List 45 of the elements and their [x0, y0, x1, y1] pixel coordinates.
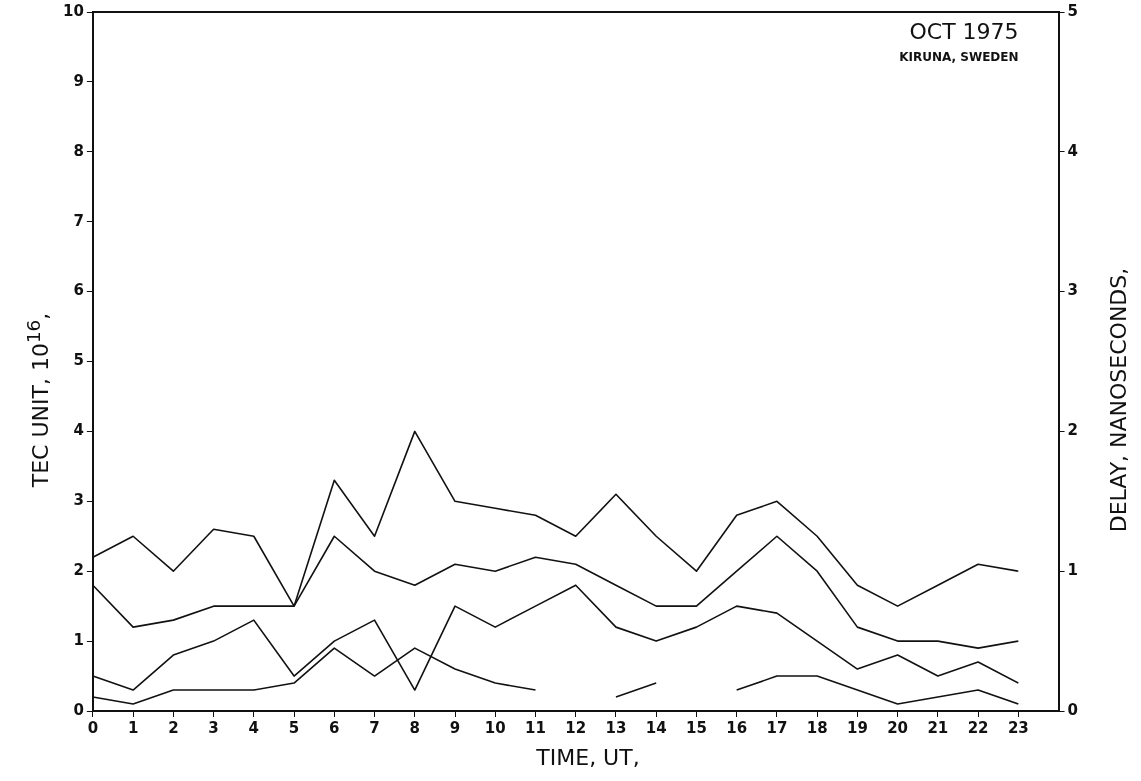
x-tick-label: 16 — [726, 718, 748, 737]
x-tick-label: 6 — [329, 718, 340, 737]
x-tick-label: 2 — [168, 718, 179, 737]
x-tick-label: 23 — [1007, 718, 1029, 737]
y-tick-label: 9 — [73, 71, 84, 90]
y2-tick-label: 2 — [1067, 421, 1078, 440]
y2-axis-title: DELAY, NANOSECONDS, — [1105, 267, 1131, 533]
x-tick-label: 21 — [927, 718, 949, 737]
x-tick-label: 20 — [887, 718, 909, 737]
y-tick-label: 2 — [73, 561, 84, 580]
annotation: OCT 1975 — [909, 18, 1019, 44]
x-tick-label: 4 — [248, 718, 260, 737]
y2-tick-label: 1 — [1067, 561, 1078, 580]
y-tick-label: 7 — [73, 211, 84, 230]
x-tick-label: 0 — [87, 718, 99, 737]
x-tick-label: 17 — [766, 718, 788, 737]
x-tick-label: 13 — [605, 718, 627, 737]
y2-tick-label: 0 — [1067, 700, 1078, 719]
y-tick-label: 6 — [73, 281, 84, 300]
y-tick-label: 8 — [73, 141, 84, 160]
y2-tick-label: 3 — [1067, 281, 1078, 300]
x-tick-label: 9 — [449, 718, 461, 737]
x-tick-label: 8 — [409, 718, 420, 737]
x-tick-label: 1 — [127, 718, 139, 737]
x-tick-label: 14 — [645, 718, 667, 737]
y-tick-label: 3 — [73, 491, 84, 510]
x-tick-label: 18 — [806, 718, 828, 737]
y-tick-label: 10 — [63, 1, 84, 20]
y2-tick-label: 4 — [1067, 141, 1078, 160]
x-tick-label: 22 — [967, 718, 989, 737]
x-axis-title: TIME, UT, — [536, 745, 640, 770]
x-tick-label: 5 — [288, 718, 300, 737]
x-tick-label: 11 — [525, 718, 546, 737]
y-tick-label: 1 — [73, 630, 84, 649]
y-tick-label: 5 — [73, 351, 84, 370]
x-tick-label: 7 — [369, 718, 380, 737]
y-tick-label: 0 — [73, 700, 84, 719]
annotation: KIRUNA, SWEDEN — [899, 50, 1019, 65]
y2-tick-label: 5 — [1067, 1, 1078, 20]
x-tick-label: 3 — [208, 718, 219, 737]
x-tick-label: 15 — [685, 718, 707, 737]
x-tick-label: 19 — [846, 718, 868, 737]
y-tick-label: 4 — [73, 421, 84, 440]
x-tick-label: 12 — [565, 718, 587, 737]
x-tick-label: 10 — [484, 718, 506, 737]
